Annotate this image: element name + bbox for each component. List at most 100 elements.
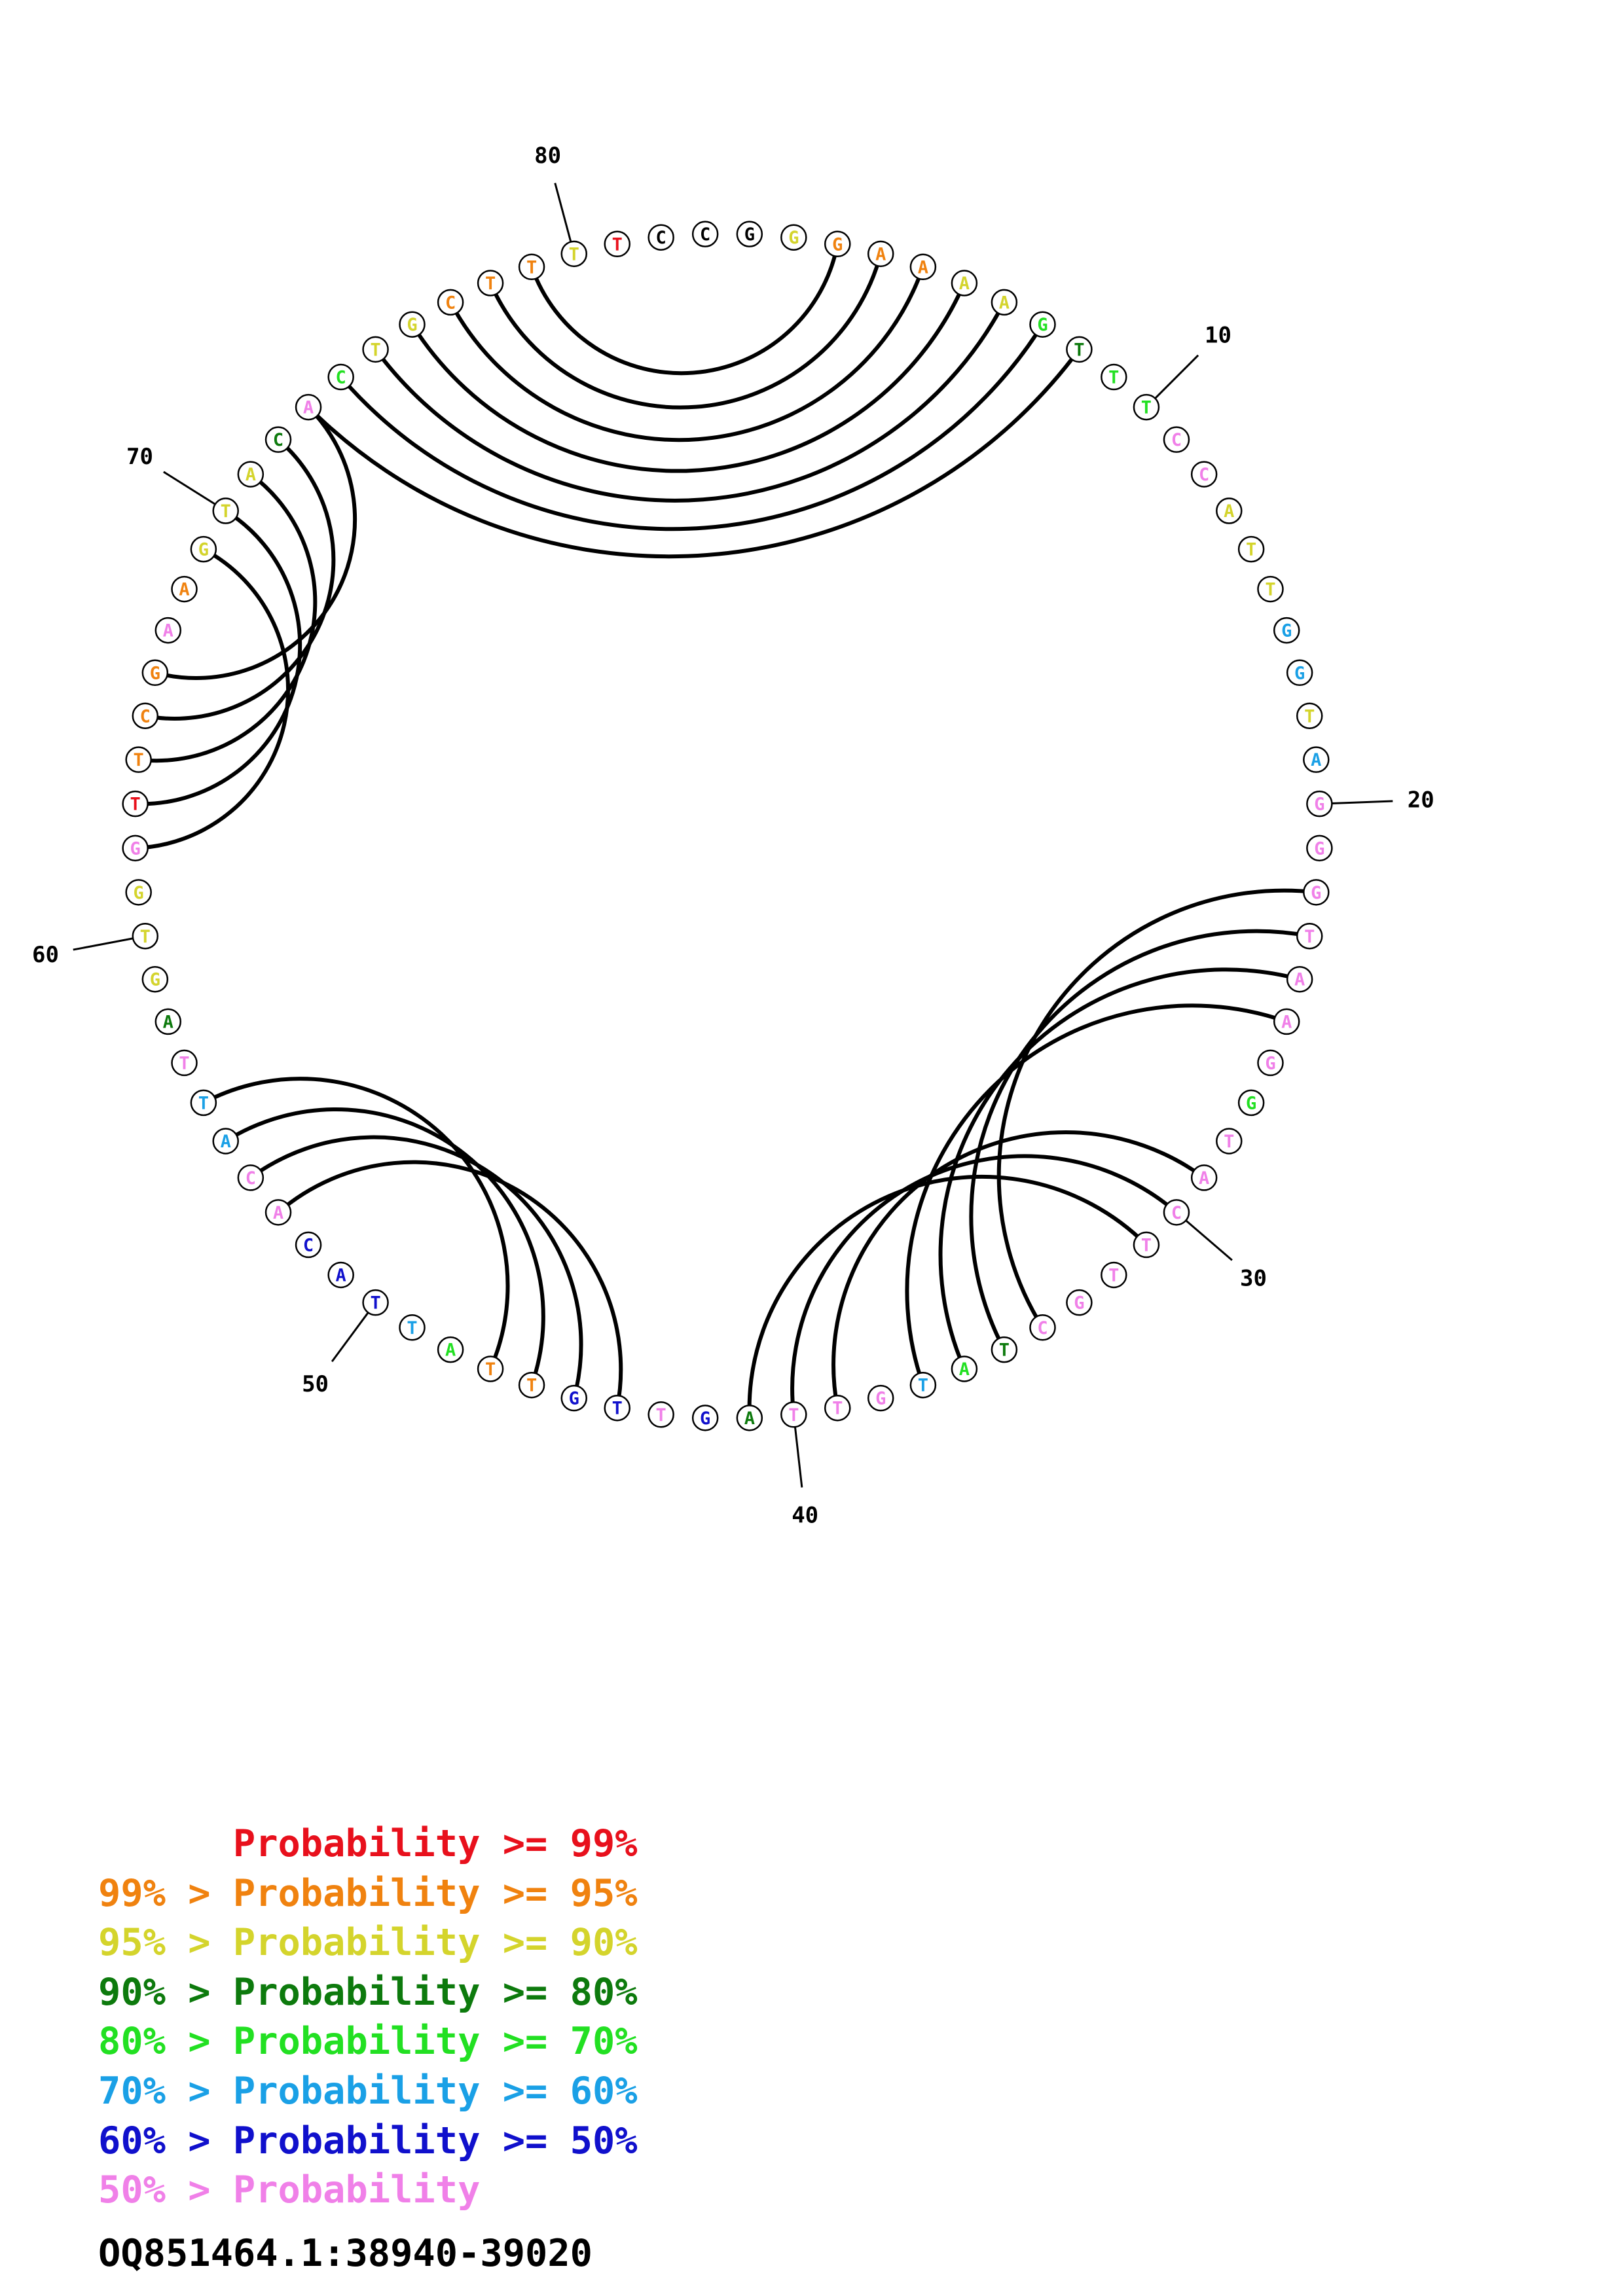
nucleotide-32: T <box>1101 1261 1127 1289</box>
nucleotide-80: T <box>560 240 588 268</box>
nucleotide-circle <box>1029 311 1056 338</box>
nucleotide-circle <box>132 923 159 950</box>
nucleotide-39: T <box>824 1394 851 1422</box>
base-pair-arc-65-72 <box>145 438 336 721</box>
nucleotide-circle <box>647 1401 674 1428</box>
nucleotide-72: C <box>264 426 292 453</box>
nucleotide-letter: T <box>1304 927 1315 947</box>
nucleotide-circle <box>991 1336 1018 1363</box>
nucleotide-70: T <box>212 497 239 524</box>
nucleotide-letter: A <box>999 293 1010 313</box>
legend-row-95to99: 99% > Probability >= 95% <box>98 1871 638 1915</box>
nucleotide-circle <box>1216 1128 1243 1155</box>
nucleotide-44: T <box>604 1394 630 1422</box>
nucleotide-letter: G <box>1037 315 1048 335</box>
nucleotide-circle <box>1133 393 1160 421</box>
nucleotide-27: G <box>1237 1089 1265 1117</box>
nucleotide-circle <box>991 289 1018 316</box>
nucleotide-letter: T <box>569 244 579 264</box>
nucleotide-circle <box>125 746 152 773</box>
base-pair-arc-30-40 <box>790 1154 1178 1415</box>
nucleotide-42: G <box>691 1405 719 1431</box>
nucleotide-6: A <box>991 289 1018 316</box>
nucleotide-letter: G <box>198 540 209 560</box>
nucleotide-letter: G <box>700 1408 710 1429</box>
nucleotide-letter: A <box>959 274 970 294</box>
nucleotide-letter: T <box>526 257 537 278</box>
probability-legend: Probability >= 99% 99% > Probability >= … <box>98 1820 638 2215</box>
position-label-60: 60 <box>32 942 59 968</box>
nucleotide-48: A <box>437 1336 464 1363</box>
position-label-10: 10 <box>1205 322 1231 348</box>
nucleotide-15: T <box>1257 575 1284 603</box>
nucleotide-letter: A <box>875 244 886 264</box>
nucleotide-circle <box>125 879 152 906</box>
nucleotide-67: A <box>155 617 182 644</box>
nucleotide-circle <box>780 224 807 251</box>
base-pair-arc-7-74 <box>339 323 1045 531</box>
nucleotide-46: T <box>518 1371 545 1399</box>
nucleotide-letter: T <box>140 927 151 947</box>
nucleotide-81: T <box>604 230 630 258</box>
nucleotide-19: A <box>1303 746 1330 773</box>
nucleotide-circle <box>122 834 149 862</box>
nucleotide-circle <box>477 1355 504 1382</box>
base-pair-arcs <box>135 243 1317 1418</box>
nucleotide-circle <box>237 461 264 488</box>
nucleotide-letter: A <box>1281 1012 1292 1032</box>
nucleotide-circle <box>1066 336 1093 363</box>
nucleotide-circle <box>951 270 978 296</box>
nucleotide-57: T <box>171 1049 198 1077</box>
position-label-20: 20 <box>1408 787 1434 813</box>
base-pair-arc-24-36 <box>938 967 1300 1370</box>
tick-line-30 <box>1185 1219 1233 1261</box>
nucleotide-79: T <box>518 253 545 281</box>
nucleotide-letter: A <box>246 465 256 485</box>
legend-row-80to90: 90% > Probability >= 80% <box>98 1970 638 2014</box>
nucleotide-letter: A <box>163 621 173 641</box>
nucleotide-letter: T <box>612 234 623 255</box>
nucleotide-52: C <box>295 1231 322 1259</box>
nucleotide-letter: C <box>1171 430 1182 450</box>
nucleotide-14: T <box>1237 535 1265 563</box>
nucleotide-letter: T <box>1108 368 1119 388</box>
legend-row-70to80: 80% > Probability >= 70% <box>98 2020 638 2064</box>
nucleotide-circle <box>362 1289 389 1316</box>
nucleotide-circle <box>1306 790 1333 817</box>
nucleotide-circle <box>736 1405 763 1431</box>
nucleotide-letter: C <box>700 224 710 245</box>
nucleotide-28: T <box>1216 1128 1243 1155</box>
nucleotide-letter: T <box>526 1376 537 1396</box>
nucleotide-circle <box>1237 1089 1265 1117</box>
nucleotide-circle <box>824 1394 851 1422</box>
nucleotide-26: G <box>1257 1049 1284 1077</box>
nucleotide-circle <box>327 363 354 391</box>
nucleotide-82: C <box>647 224 674 251</box>
nucleotide-letter: G <box>1314 795 1324 815</box>
nucleotide-circle <box>867 240 894 268</box>
nucleotide-3: A <box>867 240 894 268</box>
nucleotide-20: G <box>1306 790 1333 817</box>
nucleotide-circle <box>1303 746 1330 773</box>
nucleotide-50: T <box>362 1289 389 1316</box>
base-pair-arc-5-76 <box>410 282 966 473</box>
nucleotide-circle <box>1237 535 1265 563</box>
nucleotide-letter: G <box>150 663 160 683</box>
nucleotide-8: T <box>1066 336 1093 363</box>
nucleotide-circle <box>1273 1008 1300 1035</box>
nucleotide-78: T <box>477 270 504 296</box>
base-pair-arc-6-75 <box>374 301 1006 503</box>
nucleotide-75: T <box>362 336 389 363</box>
nucleotide-38: G <box>867 1384 894 1412</box>
nucleotide-7: G <box>1029 311 1056 338</box>
nucleotide-circle <box>1101 1261 1127 1289</box>
nucleotide-letter: T <box>179 1053 189 1073</box>
nucleotide-letter: A <box>1199 1168 1209 1189</box>
nucleotide-circle <box>132 702 159 729</box>
nucleotide-letter: T <box>788 1405 799 1426</box>
nucleotide-16: G <box>1273 617 1300 644</box>
nucleotide-letter: A <box>1224 501 1234 522</box>
nucleotide-letter: A <box>744 1408 755 1429</box>
nucleotide-letter: T <box>370 340 380 360</box>
nucleotide-circle <box>1101 363 1127 391</box>
